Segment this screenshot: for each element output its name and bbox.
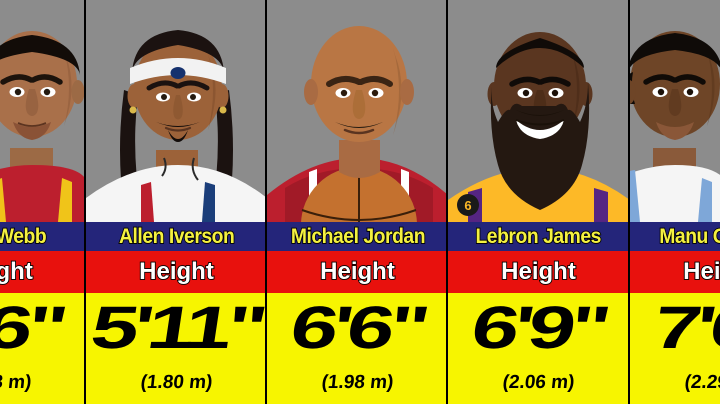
svg-text:6: 6	[464, 198, 471, 213]
